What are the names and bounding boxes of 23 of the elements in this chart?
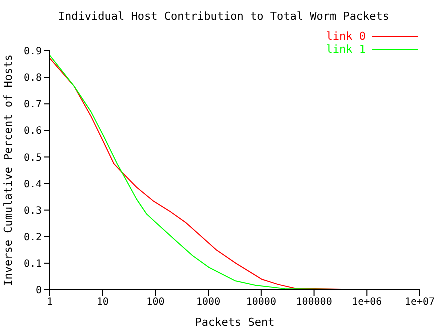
x-tick-label: 1 [46,297,54,308]
y-tick-label: 0.2 [24,232,42,244]
y-tick-label: 0 [36,286,42,297]
y-tick-label: 0.5 [24,152,42,164]
y-axis-title: Inverse Cumulative Percent of Hosts [2,54,15,286]
legend-label: link 0 [326,30,366,43]
x-tick-label: 10000 [246,297,276,308]
y-tick-label: 0.1 [24,258,42,270]
x-tick-label: 1000 [196,297,221,308]
y-tick-label: 0.6 [24,126,42,138]
chart-title: Individual Host Contribution to Total Worm Packets [57,10,391,23]
y-tick-label: 0.9 [24,46,42,58]
y-tick-label: 0.7 [24,100,42,111]
x-axis-title: Packets Sent [195,316,275,329]
legend-label: link 1 [326,43,366,56]
x-tick-label: 100 [146,297,165,308]
x-tick-label: 1e+07 [404,297,436,308]
y-tick-label: 0.3 [24,206,42,217]
x-tick-label: 100000 [296,297,332,308]
y-tick-label: 0.4 [24,179,42,190]
x-tick-label: 10 [96,297,109,308]
x-tick-label: 1e+06 [352,297,382,308]
y-tick-label: 0.8 [24,73,42,84]
